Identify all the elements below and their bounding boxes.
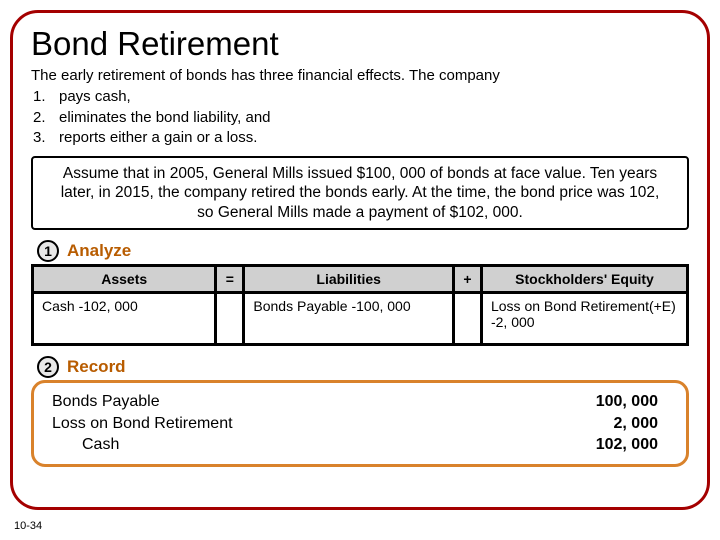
slide-number: 10-34 [14, 520, 42, 532]
intro-block: The early retirement of bonds has three … [31, 67, 689, 150]
scenario-box: Assume that in 2005, General Mills issue… [31, 156, 689, 230]
intro-num-2: 2. [33, 109, 57, 128]
intro-num-3: 3. [33, 129, 57, 148]
je-amt-2: 2, 000 [536, 413, 658, 435]
col-eq: = [216, 266, 244, 293]
col-liab: Liabilities [244, 266, 454, 293]
cell-assets: Cash -102, 000 [33, 293, 216, 345]
je-line-3: Cash [52, 434, 233, 456]
col-assets: Assets [33, 266, 216, 293]
cell-plus [453, 293, 481, 345]
analyze-number-icon: 1 [37, 240, 59, 262]
slide-frame: Bond Retirement The early retirement of … [10, 10, 710, 510]
intro-lead: The early retirement of bonds has three … [31, 67, 689, 86]
intro-text-1: pays cash, [59, 88, 271, 107]
col-se: Stockholders' Equity [481, 266, 687, 293]
analyze-header: 1 Analyze [37, 240, 689, 262]
intro-text-3: reports either a gain or a loss. [59, 129, 271, 148]
col-plus: + [453, 266, 481, 293]
je-line-1: Bonds Payable [52, 391, 233, 413]
je-amt-3: 102, 000 [536, 434, 658, 456]
record-header: 2 Record [37, 356, 689, 378]
journal-amounts: 100, 000 2, 000 102, 000 [536, 391, 668, 456]
record-label: Record [67, 357, 126, 377]
je-amt-1: 100, 000 [536, 391, 658, 413]
cell-se: Loss on Bond Retirement(+E) -2, 000 [481, 293, 687, 345]
journal-accounts: Bonds Payable Loss on Bond Retirement Ca… [52, 391, 233, 456]
analyze-table: Assets = Liabilities + Stockholders' Equ… [31, 264, 689, 346]
record-number-icon: 2 [37, 356, 59, 378]
page-title: Bond Retirement [31, 25, 689, 63]
analyze-label: Analyze [67, 241, 131, 261]
intro-num-1: 1. [33, 88, 57, 107]
intro-list: 1.pays cash, 2.eliminates the bond liabi… [31, 86, 273, 150]
record-box: Bonds Payable Loss on Bond Retirement Ca… [31, 380, 689, 467]
cell-eq [216, 293, 244, 345]
je-line-2: Loss on Bond Retirement [52, 413, 233, 435]
cell-liab: Bonds Payable -100, 000 [244, 293, 454, 345]
intro-text-2: eliminates the bond liability, and [59, 109, 271, 128]
